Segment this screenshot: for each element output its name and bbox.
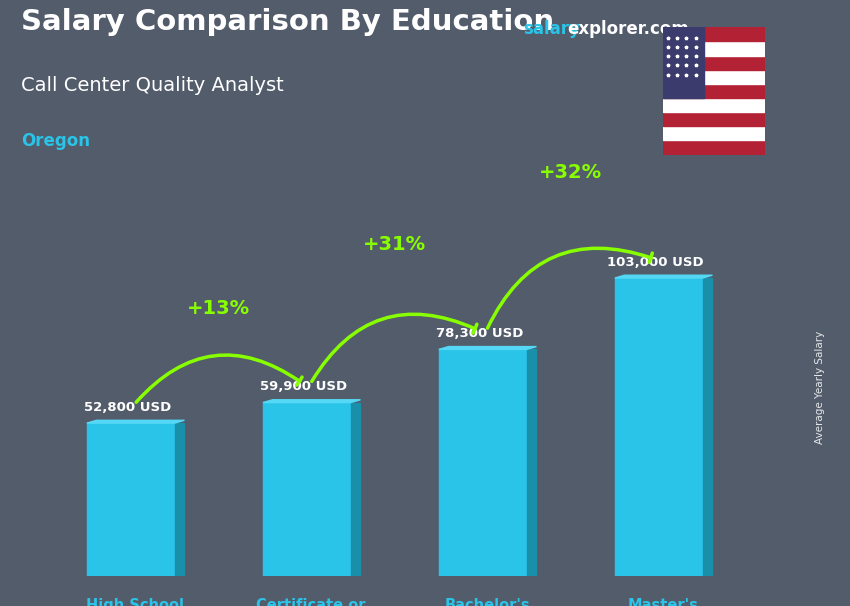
Text: 103,000 USD: 103,000 USD — [607, 256, 704, 268]
Text: 59,900 USD: 59,900 USD — [260, 380, 347, 393]
Text: High School: High School — [86, 598, 184, 606]
Text: Oregon: Oregon — [21, 132, 90, 150]
Bar — [663, 70, 765, 84]
Polygon shape — [439, 347, 536, 350]
Bar — [663, 27, 704, 98]
Bar — [87, 423, 175, 576]
Polygon shape — [351, 402, 360, 576]
Bar — [663, 98, 765, 112]
Bar — [663, 112, 765, 126]
Text: +32%: +32% — [539, 163, 603, 182]
Polygon shape — [263, 400, 360, 402]
Text: Master's
Degree: Master's Degree — [628, 598, 699, 606]
Bar — [663, 126, 765, 141]
Bar — [663, 27, 765, 41]
Text: explorer.com: explorer.com — [567, 21, 688, 38]
Bar — [663, 84, 765, 98]
Polygon shape — [703, 278, 712, 576]
Polygon shape — [175, 423, 184, 576]
Bar — [263, 402, 351, 576]
Polygon shape — [87, 421, 184, 423]
Polygon shape — [615, 275, 712, 278]
Bar — [663, 56, 765, 70]
Bar — [615, 278, 703, 576]
Text: Certificate or
Diploma: Certificate or Diploma — [257, 598, 366, 606]
Polygon shape — [527, 350, 536, 576]
Bar — [439, 350, 527, 576]
Text: 78,300 USD: 78,300 USD — [435, 327, 523, 340]
Text: Call Center Quality Analyst: Call Center Quality Analyst — [21, 76, 284, 95]
Text: +13%: +13% — [187, 299, 251, 318]
Text: Bachelor's
Degree: Bachelor's Degree — [445, 598, 530, 606]
Bar — [663, 141, 765, 155]
Bar — [663, 41, 765, 56]
Text: 52,800 USD: 52,800 USD — [83, 401, 171, 414]
Text: Salary Comparison By Education: Salary Comparison By Education — [21, 8, 554, 36]
Text: +31%: +31% — [363, 235, 427, 254]
Text: salary: salary — [523, 21, 580, 38]
Text: Average Yearly Salary: Average Yearly Salary — [815, 331, 825, 444]
